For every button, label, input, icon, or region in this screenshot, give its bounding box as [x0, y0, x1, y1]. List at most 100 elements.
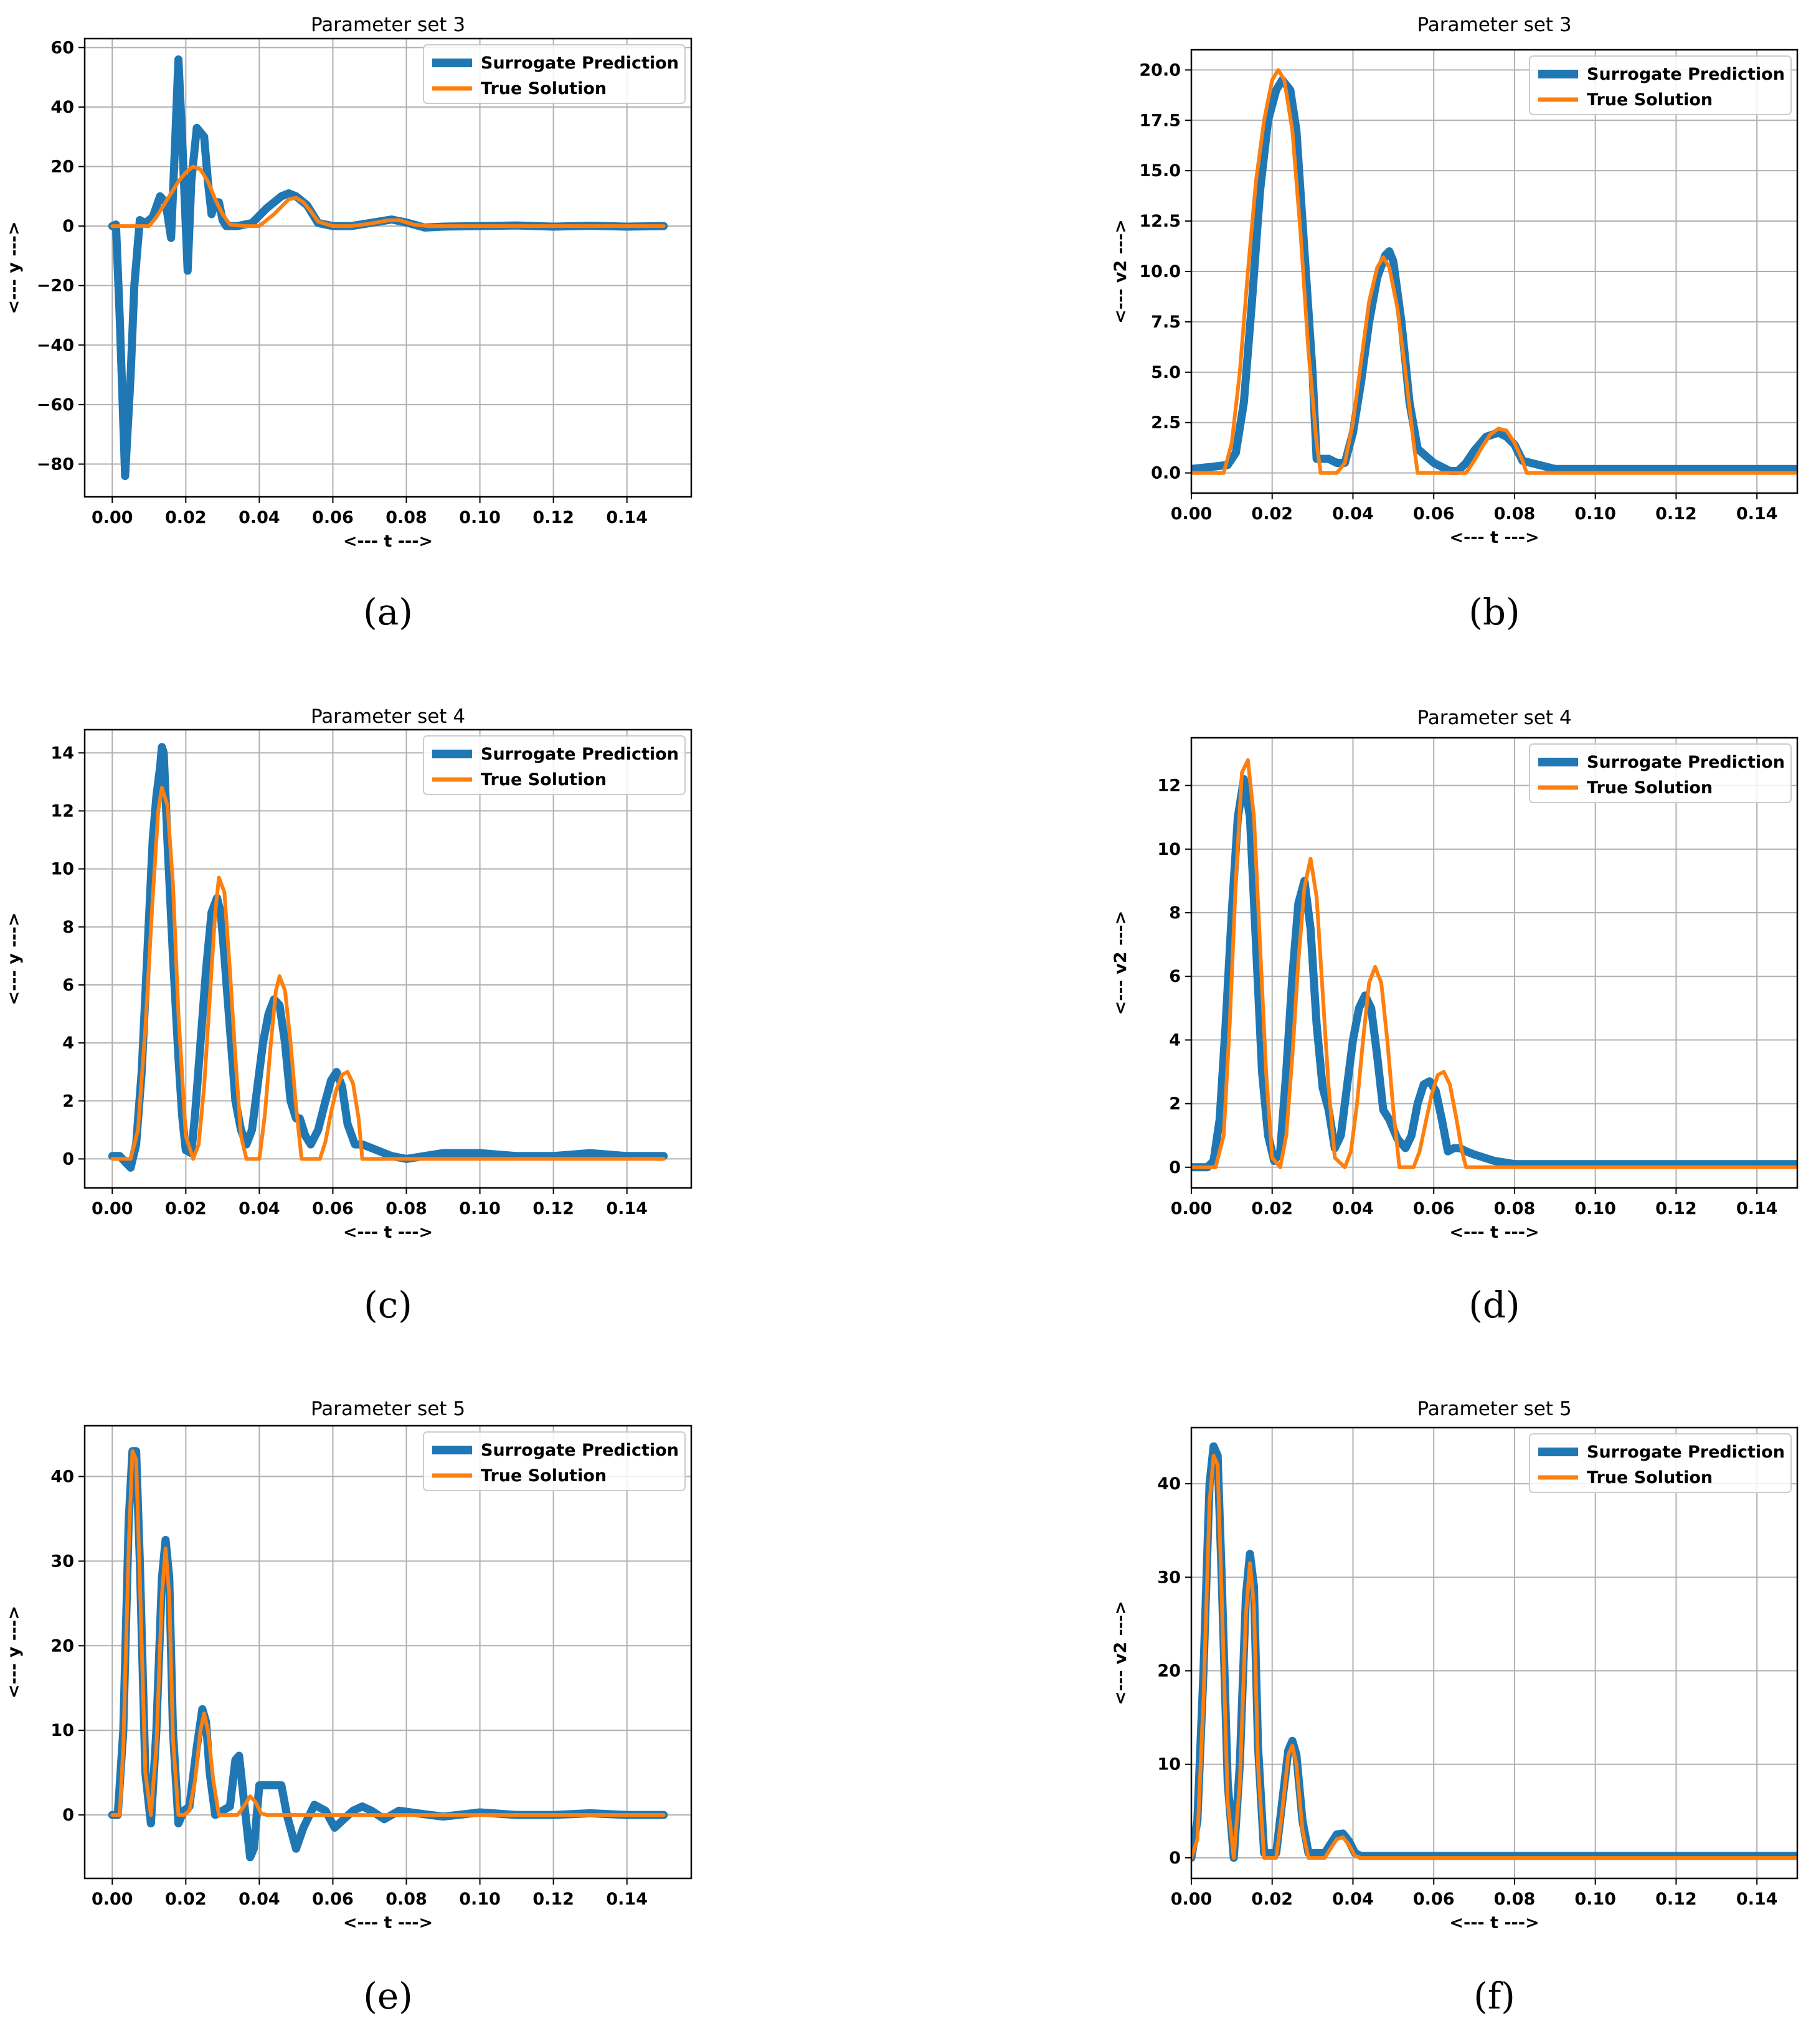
y-tick-label: 40	[50, 98, 74, 117]
x-tick-label: 0.14	[1736, 504, 1778, 524]
x-tick-label: 0.00	[92, 1890, 133, 1909]
y-tick-label: 10	[50, 1721, 74, 1740]
x-tick-label: 0.08	[1494, 1199, 1536, 1218]
x-tick-label: 0.06	[312, 1199, 354, 1218]
y-tick-label: 0	[62, 217, 74, 236]
legend: Surrogate Prediction True Solution	[1529, 743, 1792, 803]
y-axis-label: <--- y --->	[4, 222, 24, 314]
x-tick-label: 0.12	[1655, 1199, 1697, 1218]
y-tick-label: 14	[50, 743, 74, 763]
y-tick-label: 40	[50, 1467, 74, 1487]
legend-label-surrogate: Surrogate Prediction	[1587, 753, 1785, 772]
panel-6: 0.00 0.02 0.04 0.06 0.08 0.10 0.12 0.14 0 10 20 30 4…	[1111, 1398, 1799, 2017]
y-tick-label: 10.0	[1139, 262, 1181, 281]
y-tick-label: −80	[37, 454, 74, 474]
x-tick-label: 0.04	[239, 1890, 280, 1909]
y-tick-label: 8	[1169, 903, 1181, 923]
y-tick-label: −40	[37, 336, 74, 355]
panel-1: 0.00 0.02 0.04 0.06 0.08 0.10 0.12 0.14 −80 −60 −4…	[4, 14, 693, 633]
x-tick-label: 0.08	[385, 1890, 427, 1909]
x-tick-label: 0.12	[532, 1199, 574, 1218]
y-axis-label: <--- v2 --->	[1111, 219, 1130, 324]
y-tick-label: 0	[1169, 1849, 1181, 1868]
y-tick-label: 30	[1157, 1568, 1181, 1587]
panel-caption: (f)	[1473, 1975, 1515, 2017]
y-axis-label: <--- v2 --->	[1111, 911, 1130, 1015]
chart-title: Parameter set 5	[1417, 1398, 1571, 1420]
panel-caption: (b)	[1468, 591, 1520, 633]
y-tick-label: 4	[62, 1034, 74, 1053]
x-axis-label: <--- t --->	[343, 532, 433, 551]
y-tick-label: 5.0	[1151, 363, 1181, 382]
legend-box	[1529, 743, 1792, 803]
y-tick-label: 4	[1169, 1030, 1181, 1050]
x-axis-label: <--- t --->	[1449, 1223, 1539, 1242]
x-tick-label: 0.12	[1655, 1890, 1697, 1909]
x-tick-label: 0.06	[1413, 1890, 1455, 1909]
panel-caption: (d)	[1468, 1284, 1520, 1326]
x-tick-label: 0.14	[606, 1199, 648, 1218]
y-tick-label: 12	[1157, 776, 1181, 796]
x-tick-label: 0.06	[1413, 504, 1455, 524]
x-tick-label: 0.08	[1494, 1890, 1536, 1909]
true-solution-line	[110, 1449, 666, 1817]
panel-caption: (a)	[363, 591, 413, 633]
axes-frame	[1190, 737, 1799, 1189]
y-tick-label: 20	[50, 158, 74, 177]
x-tick-label: 0.00	[1171, 1890, 1213, 1909]
surrogate-prediction-line	[108, 743, 668, 1172]
legend-box	[423, 44, 686, 104]
x-tick-label: 0.12	[1655, 504, 1697, 524]
axes-frame	[83, 37, 693, 498]
x-tick-label: 0.14	[606, 1890, 648, 1909]
surrogate-prediction-line	[1191, 775, 1797, 1172]
y-tick-label: 20.0	[1139, 60, 1181, 80]
axes-frame	[83, 1425, 693, 1880]
legend-box	[423, 1431, 686, 1491]
y-tick-label: 17.5	[1139, 111, 1181, 130]
x-tick-label: 0.02	[1251, 1199, 1293, 1218]
surrogate-prediction-line	[1191, 76, 1797, 475]
legend: Surrogate Prediction True Solution	[423, 735, 686, 795]
legend: Surrogate Prediction True Solution	[423, 44, 686, 104]
x-tick-label: 0.00	[1171, 1199, 1213, 1218]
y-tick-label: 12.5	[1139, 212, 1181, 231]
x-tick-label: 0.06	[312, 508, 354, 527]
x-tick-label: 0.02	[1251, 504, 1293, 524]
panel-3: 0.00 0.02 0.04 0.06 0.08 0.10 0.12 0.14 0 2 4 6 8 10 1…	[4, 705, 693, 1326]
x-tick-label: 0.08	[385, 1199, 427, 1218]
y-tick-label: 20	[50, 1636, 74, 1655]
x-tick-label: 0.02	[165, 1890, 207, 1909]
x-tick-label: 0.00	[92, 1199, 133, 1218]
y-tick-label: 15.0	[1139, 161, 1181, 181]
legend-label-surrogate: Surrogate Prediction	[481, 1441, 679, 1460]
y-axis-label: <--- y --->	[4, 913, 24, 1006]
x-axis-label: <--- t --->	[343, 1223, 433, 1242]
x-tick-label: 0.04	[1332, 504, 1374, 524]
legend-label-true: True Solution	[481, 79, 607, 98]
x-tick-label: 0.10	[1574, 504, 1616, 524]
y-tick-label: 0.0	[1151, 464, 1181, 483]
true-solution-line	[110, 164, 666, 228]
surrogate-prediction-line	[108, 55, 668, 480]
legend-box	[1529, 1433, 1792, 1493]
legend-label-true: True Solution	[481, 1466, 607, 1486]
y-tick-label: 10	[50, 860, 74, 879]
panel-caption: (e)	[363, 1975, 413, 2017]
legend-label-true: True Solution	[1587, 778, 1713, 798]
legend-label-true: True Solution	[1587, 1468, 1713, 1487]
surrogate-prediction-line	[108, 1447, 668, 1862]
chart-title: Parameter set 4	[311, 705, 465, 728]
true-solution-line	[1191, 758, 1797, 1169]
legend-label-surrogate: Surrogate Prediction	[481, 54, 679, 73]
x-tick-label: 0.06	[312, 1890, 354, 1909]
true-solution-line	[1191, 68, 1797, 475]
y-tick-label: 6	[1169, 967, 1181, 986]
x-tick-label: 0.14	[606, 508, 648, 527]
chart-title: Parameter set 4	[1417, 707, 1571, 729]
y-tick-label: 10	[1157, 1755, 1181, 1774]
legend-label-true: True Solution	[1587, 90, 1713, 110]
x-tick-label: 0.02	[165, 508, 207, 527]
y-tick-label: 0	[62, 1149, 74, 1169]
y-tick-label: 20	[1157, 1662, 1181, 1681]
